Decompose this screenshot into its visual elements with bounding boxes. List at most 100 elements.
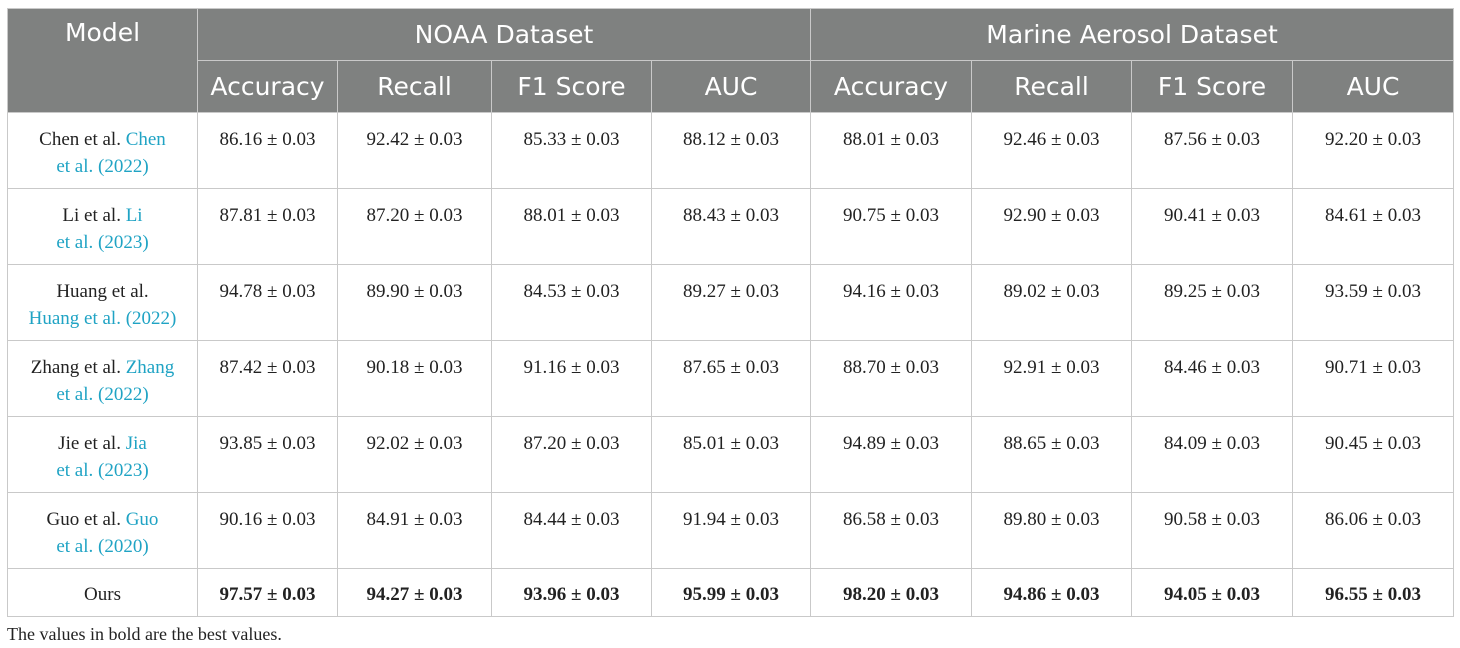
table-row: Zhang et al. Zhang et al. (2022) 87.42 ± 0… bbox=[7, 340, 1455, 417]
value-cell: 93.59 ± 0.03 bbox=[1291, 264, 1455, 341]
value-cell: 88.43 ± 0.03 bbox=[651, 188, 811, 265]
header-metric: F1 Score bbox=[491, 60, 652, 113]
value-cell: 88.01 ± 0.03 bbox=[810, 112, 972, 189]
model-cell: Jie et al. Jia et al. (2023) bbox=[7, 416, 198, 493]
value-cell: 87.65 ± 0.03 bbox=[651, 340, 811, 417]
value-cell: 92.46 ± 0.03 bbox=[971, 112, 1132, 189]
value-cell: 90.16 ± 0.03 bbox=[197, 492, 338, 569]
value-cell: 87.56 ± 0.03 bbox=[1131, 112, 1293, 189]
value-cell: 91.16 ± 0.03 bbox=[491, 340, 652, 417]
value-cell: 98.20 ± 0.03 bbox=[810, 568, 972, 617]
value-cell: 86.16 ± 0.03 bbox=[197, 112, 338, 189]
header-model: Model bbox=[7, 8, 198, 113]
header-metric: Recall bbox=[337, 60, 492, 113]
header-metric: Accuracy bbox=[810, 60, 972, 113]
citation-link[interactable]: et al. (2023) bbox=[56, 232, 149, 253]
citation-link[interactable]: Guo bbox=[125, 509, 159, 530]
table-row: Chen et al. Chen et al. (2022) 86.16 ± 0.0… bbox=[7, 112, 1455, 189]
value-cell: 92.20 ± 0.03 bbox=[1291, 112, 1455, 189]
value-cell: 85.33 ± 0.03 bbox=[491, 112, 652, 189]
value-cell: 88.70 ± 0.03 bbox=[810, 340, 972, 417]
value-cell: 89.90 ± 0.03 bbox=[337, 264, 492, 341]
table-row: Huang et al. Huang et al. (2022) 94.78 ± 0… bbox=[7, 264, 1455, 341]
value-cell: 92.42 ± 0.03 bbox=[337, 112, 492, 189]
value-cell: 88.65 ± 0.03 bbox=[971, 416, 1132, 493]
table-row: Guo et al. Guo et al. (2020) 90.16 ± 0.03 8… bbox=[7, 492, 1455, 569]
table-row: Jie et al. Jia et al. (2023) 93.85 ± 0.03 9… bbox=[7, 416, 1455, 493]
value-cell: 90.58 ± 0.03 bbox=[1131, 492, 1293, 569]
value-cell: 90.45 ± 0.03 bbox=[1291, 416, 1455, 493]
value-cell: 93.85 ± 0.03 bbox=[197, 416, 338, 493]
value-cell: 92.90 ± 0.03 bbox=[971, 188, 1132, 265]
value-cell: 94.86 ± 0.03 bbox=[971, 568, 1132, 617]
table-footnote: The values in bold are the best values. bbox=[7, 624, 282, 644]
model-cell: Guo et al. Guo et al. (2020) bbox=[7, 492, 198, 569]
model-cell: Li et al. Li et al. (2023) bbox=[7, 188, 198, 265]
model-name: Li et al. bbox=[62, 205, 126, 226]
model-cell: Huang et al. Huang et al. (2022) bbox=[7, 264, 198, 341]
model-name: Zhang et al. bbox=[30, 357, 126, 378]
value-cell: 94.89 ± 0.03 bbox=[810, 416, 972, 493]
value-cell: 93.96 ± 0.03 bbox=[491, 568, 652, 617]
value-cell: 89.80 ± 0.03 bbox=[971, 492, 1132, 569]
value-cell: 88.01 ± 0.03 bbox=[491, 188, 652, 265]
value-cell: 84.91 ± 0.03 bbox=[337, 492, 492, 569]
citation-link[interactable]: Chen bbox=[125, 129, 166, 150]
value-cell: 86.06 ± 0.03 bbox=[1291, 492, 1455, 569]
value-cell: 84.09 ± 0.03 bbox=[1131, 416, 1293, 493]
table-body: Chen et al. Chen et al. (2022) 86.16 ± 0.0… bbox=[7, 112, 1455, 617]
results-table-container: Model NOAA Dataset Marine Aerosol Datase… bbox=[7, 8, 1455, 617]
citation-link[interactable]: Huang et al. (2022) bbox=[28, 308, 177, 329]
value-cell: 84.44 ± 0.03 bbox=[491, 492, 652, 569]
model-cell: Zhang et al. Zhang et al. (2022) bbox=[7, 340, 198, 417]
value-cell: 84.53 ± 0.03 bbox=[491, 264, 652, 341]
value-cell: 95.99 ± 0.03 bbox=[651, 568, 811, 617]
header-metric: F1 Score bbox=[1131, 60, 1293, 113]
citation-link[interactable]: et al. (2023) bbox=[56, 460, 149, 481]
value-cell: 92.02 ± 0.03 bbox=[337, 416, 492, 493]
value-cell: 90.71 ± 0.03 bbox=[1291, 340, 1455, 417]
value-cell: 90.75 ± 0.03 bbox=[810, 188, 972, 265]
model-name: Huang et al. bbox=[56, 281, 149, 302]
value-cell: 96.55 ± 0.03 bbox=[1291, 568, 1455, 617]
value-cell: 91.94 ± 0.03 bbox=[651, 492, 811, 569]
citation-link[interactable]: Jia bbox=[125, 433, 147, 454]
value-cell: 86.58 ± 0.03 bbox=[810, 492, 972, 569]
value-cell: 89.25 ± 0.03 bbox=[1131, 264, 1293, 341]
model-name: Chen et al. bbox=[39, 129, 126, 150]
citation-link[interactable]: Zhang bbox=[125, 357, 175, 378]
value-cell: 94.27 ± 0.03 bbox=[337, 568, 492, 617]
model-name: Guo et al. bbox=[46, 509, 126, 530]
value-cell: 90.41 ± 0.03 bbox=[1131, 188, 1293, 265]
value-cell: 89.02 ± 0.03 bbox=[971, 264, 1132, 341]
header-metric: Recall bbox=[971, 60, 1132, 113]
value-cell: 84.61 ± 0.03 bbox=[1291, 188, 1455, 265]
table-row: Li et al. Li et al. (2023) 87.81 ± 0.03 87.… bbox=[7, 188, 1455, 265]
value-cell: 87.20 ± 0.03 bbox=[337, 188, 492, 265]
value-cell: 92.91 ± 0.03 bbox=[971, 340, 1132, 417]
table-row-ours: Ours 97.57 ± 0.03 94.27 ± 0.03 93.96 ± 0… bbox=[7, 568, 1455, 617]
value-cell: 94.16 ± 0.03 bbox=[810, 264, 972, 341]
citation-link[interactable]: et al. (2022) bbox=[56, 156, 149, 177]
citation-link[interactable]: et al. (2020) bbox=[56, 536, 149, 557]
model-name: Jie et al. bbox=[58, 433, 126, 454]
value-cell: 94.05 ± 0.03 bbox=[1131, 568, 1293, 617]
header-group-noaa: NOAA Dataset bbox=[197, 8, 811, 61]
value-cell: 87.20 ± 0.03 bbox=[491, 416, 652, 493]
value-cell: 85.01 ± 0.03 bbox=[651, 416, 811, 493]
citation-link[interactable]: et al. (2022) bbox=[56, 384, 149, 405]
value-cell: 88.12 ± 0.03 bbox=[651, 112, 811, 189]
header-metric: AUC bbox=[651, 60, 811, 113]
value-cell: 87.42 ± 0.03 bbox=[197, 340, 338, 417]
model-cell: Chen et al. Chen et al. (2022) bbox=[7, 112, 198, 189]
value-cell: 90.18 ± 0.03 bbox=[337, 340, 492, 417]
header-group-marine-aerosol: Marine Aerosol Dataset bbox=[809, 8, 1455, 61]
value-cell: 84.46 ± 0.03 bbox=[1131, 340, 1293, 417]
value-cell: 87.81 ± 0.03 bbox=[197, 188, 338, 265]
citation-link[interactable]: Li bbox=[125, 205, 143, 226]
value-cell: 97.57 ± 0.03 bbox=[197, 568, 338, 617]
header-metric: AUC bbox=[1291, 60, 1455, 113]
header-metric: Accuracy bbox=[197, 60, 338, 113]
value-cell: 94.78 ± 0.03 bbox=[197, 264, 338, 341]
model-cell: Ours bbox=[7, 568, 198, 617]
